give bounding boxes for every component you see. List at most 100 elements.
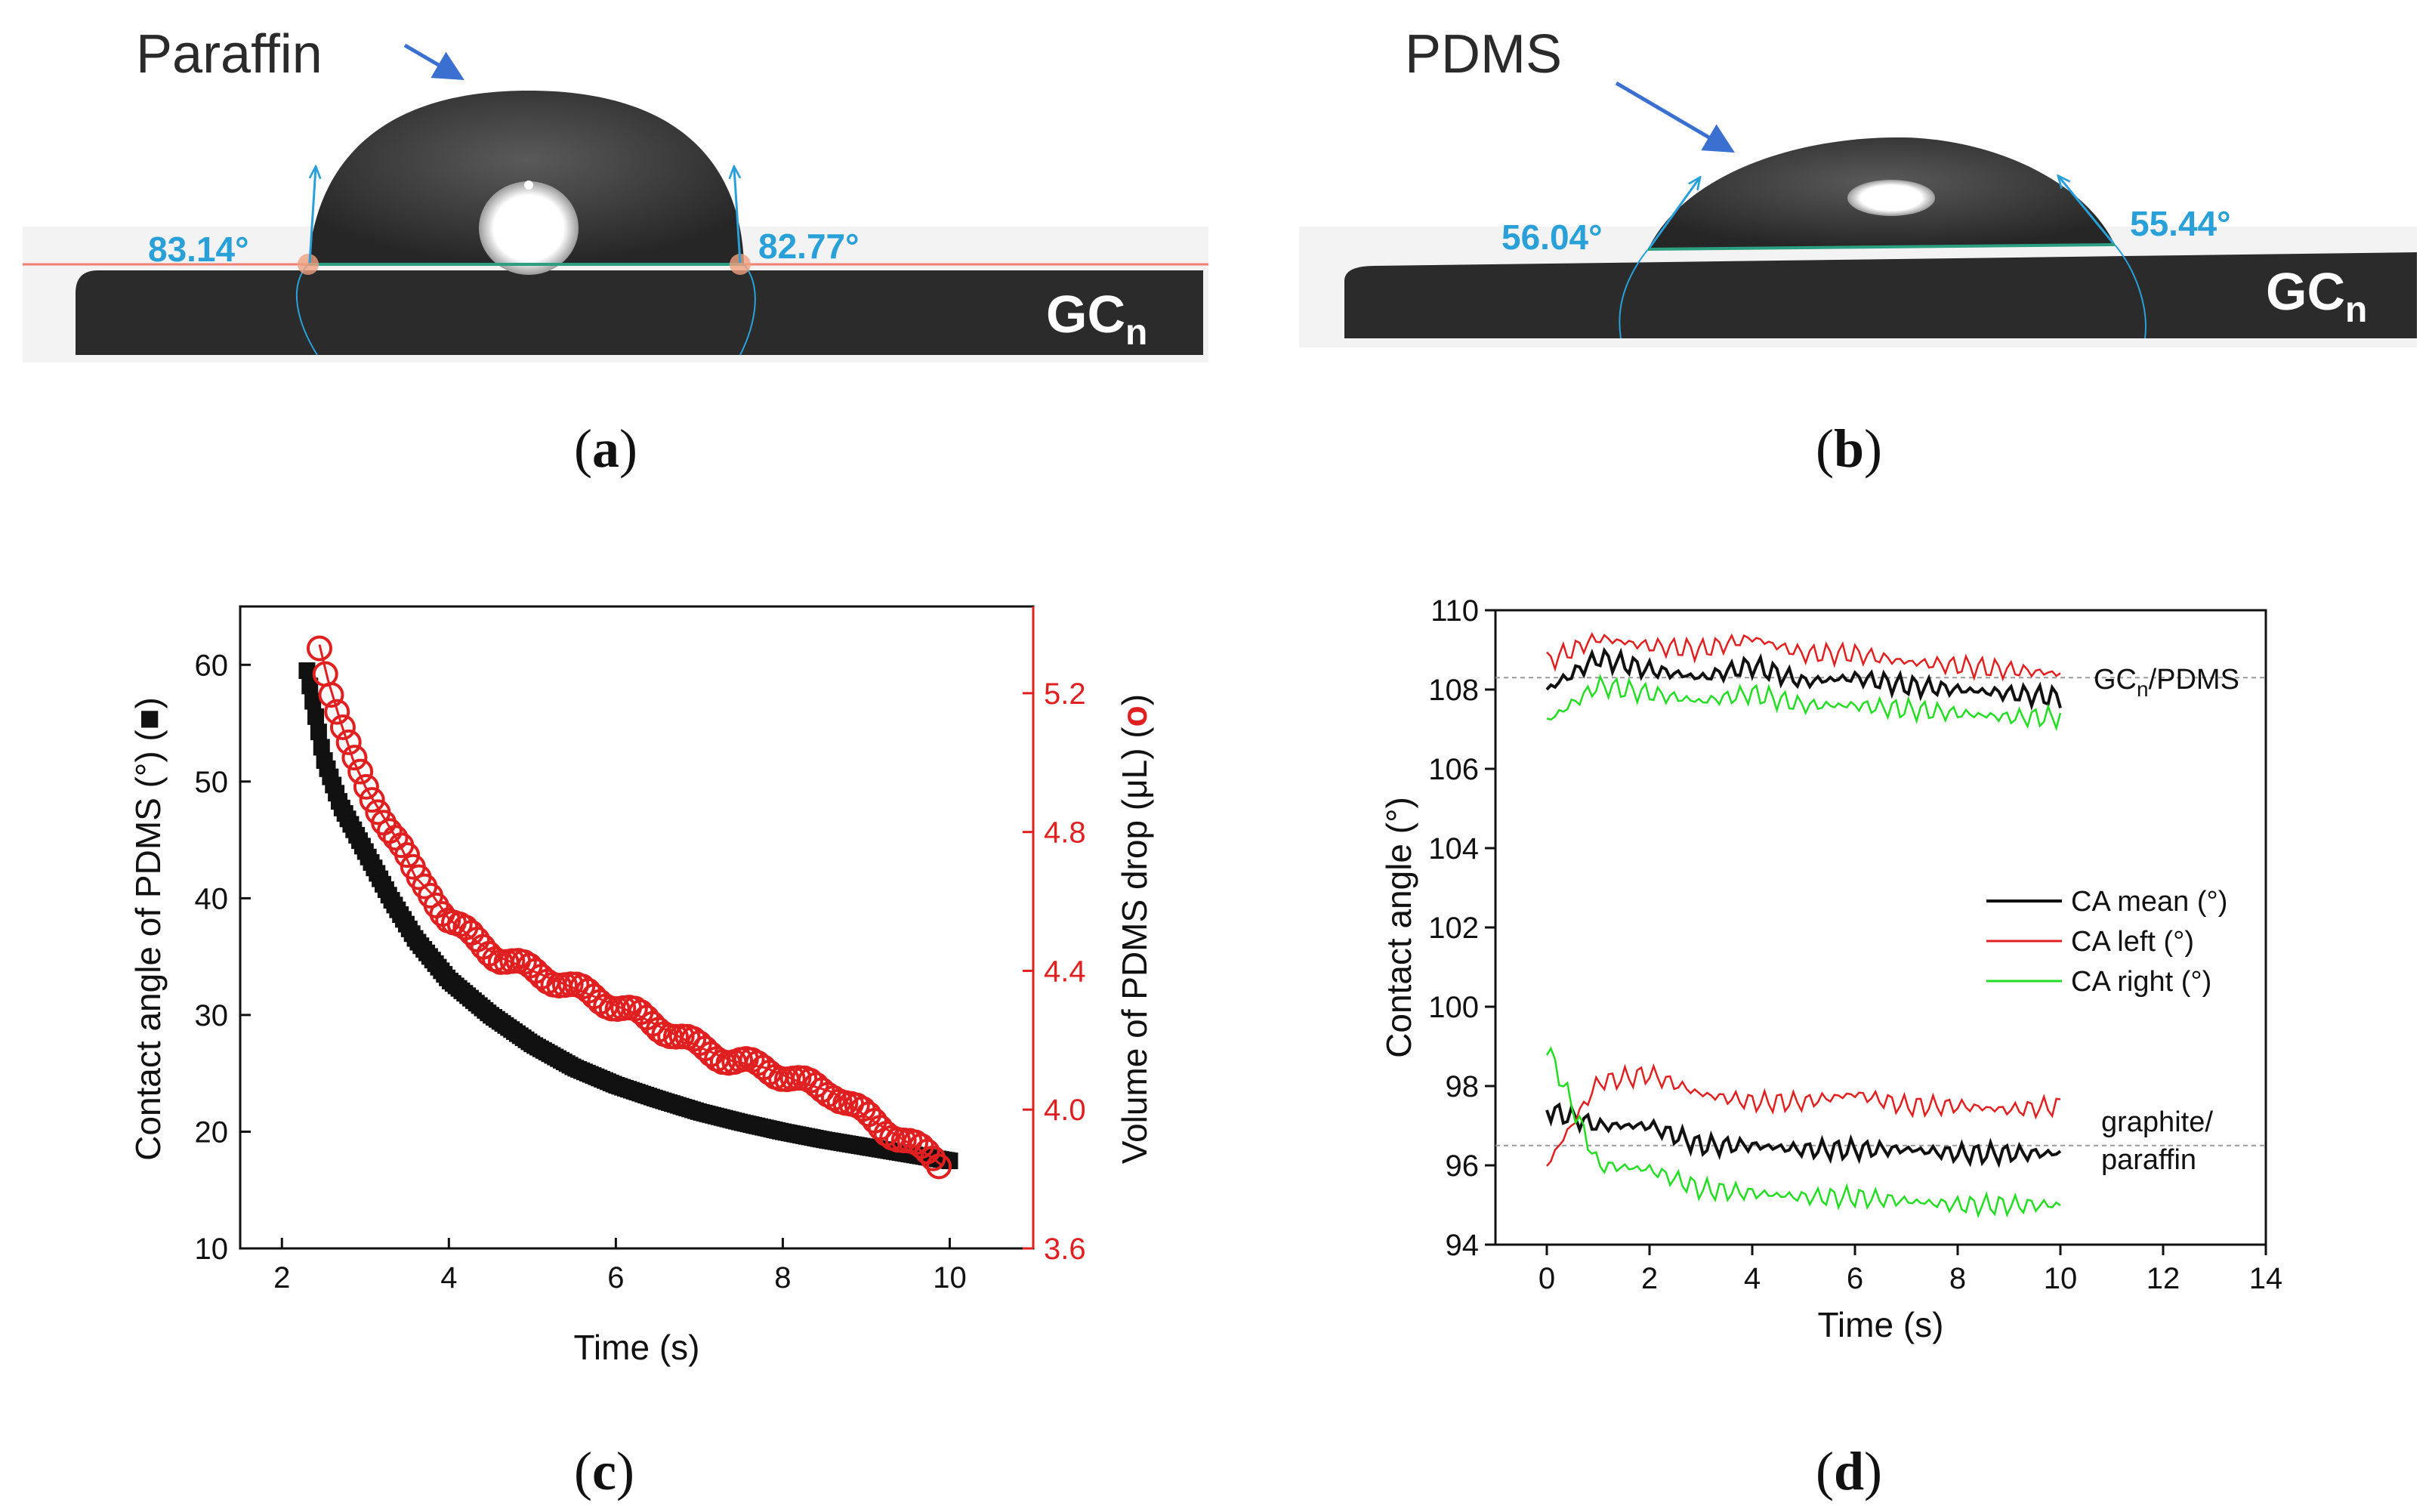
contact-point-a-left [298, 254, 319, 275]
annotation-graphite: graphite/ [2101, 1106, 2213, 1138]
legend-label-left: CA left (°) [2071, 926, 2194, 958]
chart-d-ylabel: Contact angle (°) [1379, 797, 1418, 1058]
contact-line-b [1647, 243, 2116, 251]
angle-b-right: 55.44° [2130, 204, 2231, 243]
drop-b-highlight [1847, 180, 1935, 216]
tangent-a-right [734, 168, 742, 264]
contact-point-a-right [730, 254, 751, 275]
contact-angle-point [313, 739, 330, 756]
contact-angle-point [310, 724, 327, 741]
fit-circle-a-right [739, 264, 756, 356]
volume-point [329, 714, 356, 740]
chart-c-series [298, 635, 958, 1180]
fit-circle-b-left [1619, 248, 1649, 339]
chart-c-y-left-tick-label: 40 [195, 882, 229, 915]
photo-b: 56.04° 55.44° PDMS GCn [1299, 24, 2417, 347]
chart-c-y-right-tick-label: 5.2 [1044, 677, 1086, 711]
chart-d-y-tick-label: 108 [1428, 674, 1479, 707]
volume-point [353, 773, 379, 800]
chart-d-x-tick-label: 2 [1641, 1262, 1658, 1295]
tangent-b-left [1648, 178, 1699, 248]
chart-c-y-right-tick-label: 3.6 [1044, 1233, 1086, 1266]
material-a: Paraffin [136, 24, 323, 85]
chart-c-y-left-tick-label: 60 [195, 649, 229, 682]
chart-d-x-tick-label: 14 [2249, 1262, 2283, 1295]
chart-d: 0 2 4 6 8 10 12 14 94 96 98 100 102 104 106 108 110 CA … [1379, 594, 2282, 1344]
volume-point [926, 1153, 952, 1180]
substrate-label-a: GCn [1046, 285, 1147, 353]
series-line-bottom-0 [1545, 1102, 2062, 1168]
substrate-b [1344, 252, 2417, 338]
panel-label-a: (a) [574, 418, 637, 479]
volume-point [920, 1145, 946, 1171]
chart-d-y-tick-label: 98 [1446, 1070, 1480, 1103]
chart-c-x-tick-label: 10 [933, 1261, 967, 1294]
tangent-b-right [2059, 177, 2115, 244]
material-b: PDMS [1405, 24, 1562, 85]
tangent-a-left [308, 168, 316, 264]
series-line-bottom-2 [1545, 1046, 2061, 1219]
volume-point [324, 699, 350, 725]
chart-c-y-left-tick-label: 20 [195, 1115, 229, 1149]
panel-label-b: (b) [1816, 418, 1882, 479]
contact-angle-point [301, 677, 319, 695]
chart-c-y-left-tick-label: 10 [195, 1233, 229, 1266]
series-line-top-1 [1546, 631, 2061, 682]
chart-c-y-right-tick-label: 4.4 [1044, 955, 1086, 988]
chart-c: 2 4 6 8 10 10 20 30 40 50 60 3.6 4.0 4.4 4.8 5.2 Time… [128, 605, 1154, 1367]
legend-label-right: CA right (°) [2071, 966, 2211, 998]
contact-angle-point [304, 693, 322, 710]
chart-c-x-tick-label: 8 [774, 1261, 791, 1294]
chart-d-x-tick-label: 12 [2147, 1262, 2180, 1295]
volume-point [394, 842, 421, 869]
drop-a [308, 91, 744, 264]
chart-c-x-tick-label: 2 [273, 1261, 290, 1294]
drop-a-small-highlight [524, 181, 533, 190]
chart-c-x-ticks: 2 4 6 8 10 [273, 1238, 967, 1294]
substrate-a [76, 270, 1203, 355]
drop-a-highlight [479, 181, 579, 275]
chart-c-ylabel-left: Contact angle of PDMS (°) (■) [128, 697, 168, 1161]
chart-d-y-tick-label: 94 [1446, 1229, 1480, 1262]
volume-point [347, 758, 374, 785]
chart-d-legend: CA mean (°) CA left (°) CA right (°) [1986, 886, 2227, 998]
chart-c-y-left-tick-label: 50 [195, 766, 229, 799]
panel-label-d: (d) [1816, 1441, 1882, 1501]
contact-angle-point [298, 662, 316, 679]
angle-b-left: 56.04° [1501, 218, 1603, 257]
chart-d-x-tick-label: 10 [2044, 1262, 2078, 1295]
volume-point [318, 682, 344, 708]
chart-d-series [1545, 631, 2062, 1219]
angle-a-left: 83.14° [148, 230, 249, 269]
series-line-bottom-1 [1546, 1063, 2061, 1167]
arrow-b-icon [1615, 81, 1735, 153]
volume-point [382, 825, 409, 851]
chart-d-y-tick-label: 102 [1428, 912, 1479, 945]
chart-c-y-right-tick-label: 4.8 [1044, 816, 1086, 850]
chart-c-x-tick-label: 6 [607, 1261, 624, 1294]
chart-c-y-left-ticks: 10 20 30 40 50 60 [195, 649, 251, 1266]
chart-d-y-tick-label: 106 [1428, 753, 1479, 786]
chart-c-ylabel-right: Volume of PDMS drop (μL) (o) [1115, 694, 1154, 1164]
panel-label-c: (c) [574, 1441, 634, 1501]
chart-d-y-tick-label: 104 [1428, 832, 1479, 866]
volume-point [341, 745, 368, 771]
chart-d-y-ticks: 94 96 98 100 102 104 106 108 110 [1428, 594, 1495, 1262]
substrate-label-b: GCn [2266, 262, 2367, 330]
fit-circle-b-right [2114, 244, 2147, 339]
chart-d-x-tick-label: 0 [1539, 1262, 1555, 1295]
series-line-top-0 [1545, 646, 2062, 711]
chart-d-y-tick-label: 100 [1428, 991, 1479, 1024]
chart-c-xlabel: Time (s) [574, 1328, 700, 1367]
chart-c-y-right-tick-label: 4.0 [1044, 1094, 1086, 1127]
chart-c-x-tick-label: 4 [440, 1261, 457, 1294]
legend-label-mean: CA mean (°) [2071, 886, 2227, 918]
photo-a: 83.14° 82.77° Paraffin GCn [23, 24, 1208, 363]
chart-d-y-tick-label: 110 [1430, 594, 1479, 628]
chart-c-y-left-tick-label: 30 [195, 999, 229, 1032]
volume-point [359, 787, 385, 813]
contact-angle-point [307, 708, 325, 725]
annotation-paraffin: paraffin [2101, 1144, 2196, 1176]
chart-d-x-tick-label: 8 [1949, 1262, 1966, 1295]
